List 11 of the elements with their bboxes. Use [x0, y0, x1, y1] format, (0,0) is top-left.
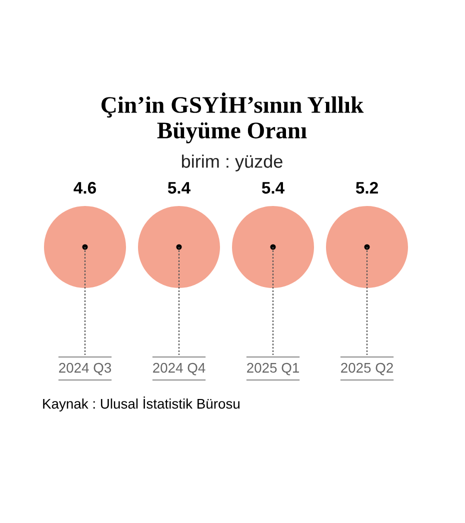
data-label: 5.4 [262, 182, 284, 194]
category-label: 2025 Q1 [247, 362, 299, 376]
category-label: 2024 Q3 [59, 362, 112, 376]
data-label: 5.2 [356, 182, 378, 194]
text: Çin’in GSYİH’sının Yıllık Büyüme Oranı [102, 92, 364, 144]
text: birim : yüzde [182, 154, 282, 172]
data-label: 4.6 [74, 182, 96, 194]
category-label: 2024 Q4 [153, 362, 206, 376]
text: Kaynak : Ulusal İstatistik Bürosu [43, 396, 240, 412]
category-label: 2025 Q2 [341, 362, 393, 376]
data-label: 5.4 [168, 182, 190, 194]
